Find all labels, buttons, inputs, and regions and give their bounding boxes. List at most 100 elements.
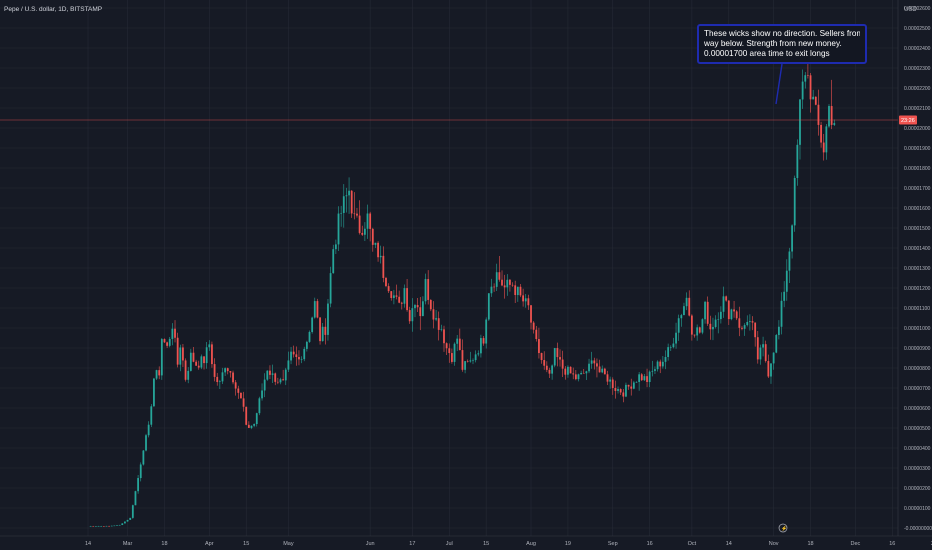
- candle: [833, 119, 836, 127]
- candle: [804, 72, 807, 89]
- price-tick-label: 0.00000700: [904, 386, 931, 392]
- candle: [603, 367, 606, 375]
- candle: [743, 323, 746, 336]
- candle: [176, 332, 179, 368]
- candle: [398, 290, 401, 304]
- candle: [685, 292, 688, 311]
- svg-text:23:26: 23:26: [901, 118, 915, 124]
- price-axis[interactable]: -0.00000000 0.00000100 0.00000200 0.0000030…: [904, 6, 932, 532]
- candle: [316, 298, 319, 319]
- candle: [279, 377, 282, 385]
- candle: [400, 301, 403, 310]
- candle: [540, 352, 543, 364]
- candle: [661, 356, 664, 369]
- candle: [366, 204, 369, 239]
- event-marker[interactable]: ⚡: [778, 523, 788, 533]
- candle: [472, 358, 474, 365]
- candle: [830, 79, 833, 130]
- candle: [545, 361, 548, 373]
- candle: [701, 318, 704, 335]
- candle: [770, 363, 772, 384]
- candle: [203, 356, 205, 370]
- candle: [319, 317, 321, 345]
- price-tick-label: -0.00000000: [904, 526, 932, 532]
- candle: [799, 99, 801, 160]
- time-tick-label: Nov: [769, 541, 779, 547]
- candle: [828, 104, 830, 128]
- candle: [371, 227, 374, 252]
- candle: [464, 361, 466, 374]
- candle: [226, 367, 229, 375]
- candle: [503, 274, 506, 299]
- candle: [313, 297, 316, 319]
- time-tick-label: 14: [85, 541, 91, 547]
- candle: [601, 365, 604, 374]
- candle: [474, 350, 477, 363]
- candle: [735, 310, 738, 321]
- candle: [147, 421, 150, 438]
- candle: [793, 175, 796, 232]
- candle: [224, 367, 227, 377]
- candle: [345, 187, 348, 213]
- candle: [501, 270, 503, 287]
- time-axis[interactable]: 14 Mar 18 Apr 15 May Jun 17 Jul 15 Aug 19 Sep 16 Oct 14…: [85, 541, 932, 547]
- candle: [158, 366, 161, 380]
- candle: [250, 425, 253, 430]
- candle: [822, 133, 825, 161]
- note-line-1: These wicks show no direction. Sellers f…: [704, 29, 860, 38]
- price-tick-label: 0.00001800: [904, 166, 931, 172]
- candle: [509, 279, 511, 292]
- price-tick-label: 0.00000600: [904, 406, 931, 412]
- candle: [121, 523, 124, 526]
- candle: [292, 345, 295, 358]
- note-pointer: [775, 63, 783, 105]
- candle: [751, 316, 754, 331]
- candle: [390, 291, 393, 301]
- candle: [696, 324, 699, 341]
- candle: [548, 367, 551, 379]
- candle: [727, 300, 730, 325]
- candle: [403, 284, 406, 308]
- candle: [598, 359, 601, 373]
- annotation-note[interactable]: These wicks show no direction. Sellers f…: [697, 24, 867, 64]
- price-tick-label: 0.00000800: [904, 366, 931, 372]
- candle: [348, 177, 350, 214]
- time-tick-label: Jun: [366, 541, 375, 547]
- candle: [261, 383, 263, 401]
- candle: [189, 348, 192, 372]
- candle: [638, 372, 641, 391]
- candle: [538, 327, 540, 359]
- candle: [276, 377, 279, 385]
- candle: [124, 521, 126, 524]
- candle: [814, 96, 817, 106]
- candle: [809, 72, 812, 113]
- candle: [480, 334, 482, 358]
- candle: [379, 245, 382, 264]
- candle: [327, 299, 329, 341]
- candle: [680, 313, 683, 327]
- candle: [153, 377, 155, 407]
- candle: [266, 370, 269, 381]
- candle: [527, 294, 530, 310]
- time-tick-label: 15: [243, 541, 249, 547]
- candle: [567, 365, 569, 378]
- candle: [733, 300, 735, 318]
- time-tick-label: 18: [807, 541, 813, 547]
- candle: [168, 336, 171, 348]
- candle: [311, 316, 314, 334]
- candle: [329, 266, 332, 308]
- candle: [690, 314, 693, 341]
- candle: [635, 381, 638, 383]
- candle: [358, 200, 361, 235]
- candle-series[interactable]: [89, 60, 836, 527]
- candle: [182, 343, 184, 367]
- candle: [495, 263, 498, 291]
- time-tick-label: Oct: [688, 541, 697, 547]
- price-tick-label: 0.00001700: [904, 186, 931, 192]
- candle: [419, 297, 422, 331]
- candle: [693, 334, 696, 338]
- candle: [332, 244, 335, 274]
- candle: [485, 317, 488, 349]
